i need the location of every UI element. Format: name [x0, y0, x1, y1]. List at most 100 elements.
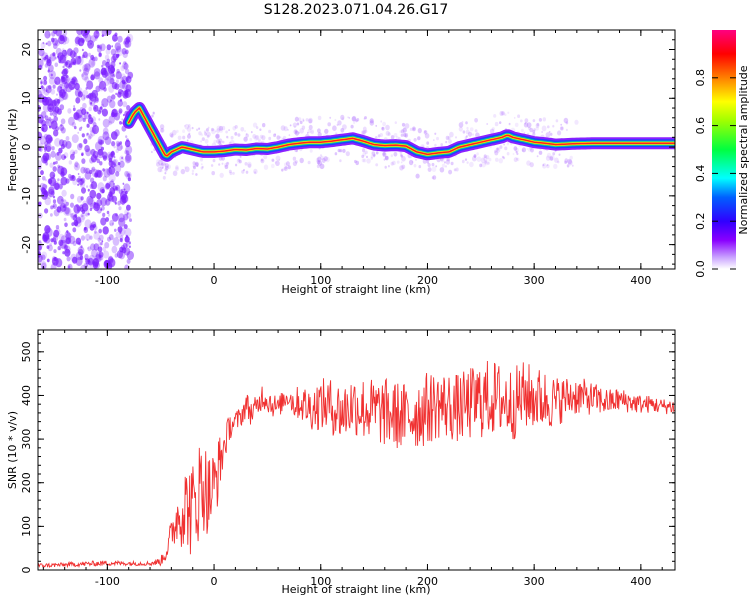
trace-speckle: [516, 157, 520, 162]
noise-speckle: [87, 257, 94, 266]
trace-speckle: [499, 111, 504, 116]
noise-speckle: [83, 262, 88, 269]
noise-speckle: [100, 217, 107, 226]
noise-speckle: [55, 160, 58, 165]
noise-speckle: [95, 251, 102, 260]
trace-speckle: [275, 160, 280, 166]
noise-speckle: [111, 108, 118, 118]
trace-speckle: [464, 136, 468, 140]
trace-speckle: [521, 147, 527, 153]
noise-speckle: [80, 264, 86, 269]
trace-speckle: [552, 124, 555, 128]
noise-speckle: [64, 248, 71, 257]
noise-speckle: [81, 158, 86, 164]
trace-speckle: [235, 163, 238, 167]
noise-speckle: [102, 155, 107, 161]
noise-speckle: [97, 44, 100, 49]
noise-speckle: [49, 125, 52, 129]
trace-speckle: [175, 166, 179, 172]
noise-speckle: [66, 230, 69, 234]
noise-speckle: [38, 176, 41, 182]
noise-speckle: [79, 115, 83, 119]
trace-speckle: [396, 160, 400, 164]
trace-speckle: [156, 162, 160, 167]
trace-speckle: [256, 126, 259, 130]
trace-speckle: [206, 134, 210, 139]
trace-speckle: [553, 163, 558, 169]
trace-speckle: [216, 128, 221, 133]
noise-speckle: [96, 206, 102, 214]
trace-speckle: [536, 155, 539, 158]
trace-speckle: [161, 166, 164, 169]
noise-speckle: [80, 177, 86, 184]
noise-speckle: [38, 131, 43, 141]
trace-speckle: [494, 149, 497, 153]
noise-speckle: [83, 97, 86, 100]
trace-speckle: [206, 144, 209, 147]
trace-speckle: [340, 114, 345, 120]
trace-speckle: [455, 136, 457, 139]
trace-speckle: [236, 158, 241, 164]
trace-speckle: [445, 165, 447, 168]
noise-speckle: [49, 162, 54, 168]
noise-speckle: [76, 165, 79, 169]
noise-speckle: [115, 53, 120, 59]
x-tick-label: 100: [310, 274, 331, 287]
trace-speckle: [234, 125, 238, 129]
trace-speckle: [434, 143, 437, 147]
noise-speckle: [92, 124, 99, 135]
noise-speckle: [95, 35, 98, 40]
noise-speckle: [123, 213, 129, 221]
trace-speckle: [210, 164, 214, 167]
noise-speckle: [90, 154, 97, 163]
noise-speckle: [73, 79, 79, 86]
trace-speckle: [299, 128, 305, 134]
noise-speckle: [126, 258, 131, 264]
noise-speckle: [124, 149, 128, 155]
x-tick-label: 300: [524, 274, 545, 287]
trace-speckle: [188, 124, 191, 128]
noise-speckle: [39, 64, 42, 67]
trace-speckle: [159, 124, 165, 130]
noise-speckle: [125, 190, 128, 195]
trace-speckle: [542, 164, 545, 167]
trace-speckle: [245, 132, 248, 136]
trace-speckle: [184, 166, 190, 173]
trace-speckle: [494, 150, 499, 156]
noise-speckle: [102, 212, 106, 217]
trace-speckle: [557, 160, 560, 164]
noise-speckle: [52, 195, 56, 199]
trace-speckle: [280, 125, 286, 131]
noise-speckle: [50, 205, 54, 210]
noise-speckle: [48, 177, 57, 187]
noise-speckle: [94, 97, 99, 103]
noise-speckle: [114, 129, 120, 137]
trace-speckle: [232, 126, 237, 131]
noise-speckle: [56, 93, 58, 96]
noise-speckle: [82, 64, 88, 72]
trace-speckle: [319, 163, 325, 170]
trace-speckle: [529, 127, 534, 133]
noise-speckle: [114, 38, 116, 41]
noise-speckle: [122, 182, 125, 185]
noise-speckle: [83, 111, 90, 120]
noise-speckle: [80, 235, 86, 241]
trace-speckle: [226, 135, 229, 139]
y-tick-label: 500: [20, 341, 33, 362]
spectrogram-y-label: Frequency (Hz): [6, 109, 19, 192]
noise-speckle: [62, 251, 65, 255]
trace-speckle: [440, 143, 444, 147]
trace-speckle: [372, 154, 376, 158]
noise-speckle: [57, 204, 64, 214]
trace-speckle: [369, 120, 375, 126]
noise-speckle: [108, 64, 114, 71]
trace-speckle: [352, 115, 357, 122]
trace-speckle: [332, 125, 337, 131]
noise-speckle: [90, 42, 92, 45]
trace-speckle: [200, 140, 203, 143]
noise-speckle: [68, 235, 76, 245]
y-tick-label: 20: [20, 43, 33, 57]
trace-speckle: [400, 129, 405, 134]
noise-speckle: [110, 131, 118, 140]
trace-speckle: [412, 127, 415, 130]
